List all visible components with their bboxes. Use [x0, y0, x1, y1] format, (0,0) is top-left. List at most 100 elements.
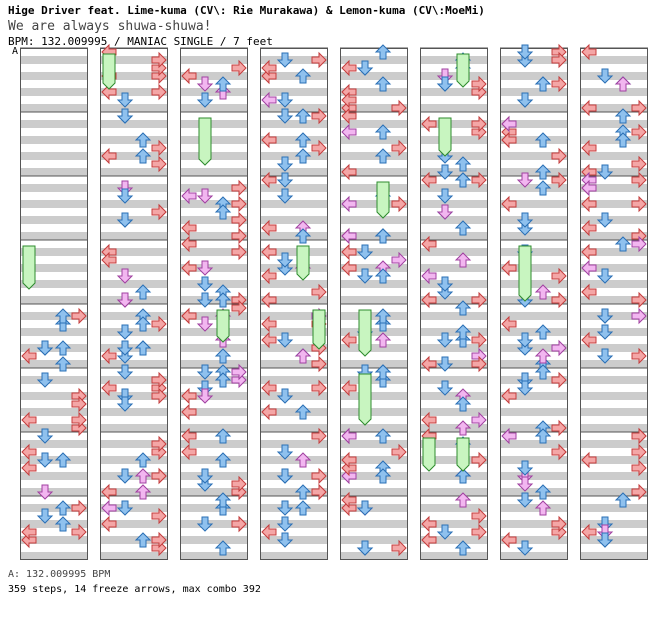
step-arrow-left: [341, 331, 357, 349]
step-arrow-right: [471, 331, 487, 349]
step-arrow-down: [276, 92, 294, 108]
column-border: [260, 48, 328, 560]
step-arrow-up: [374, 468, 392, 484]
step-arrow-down: [116, 468, 134, 484]
beat-band: [580, 216, 648, 224]
step-arrow-left: [341, 59, 357, 77]
beat-band: [340, 232, 408, 240]
beat-band: [260, 88, 328, 96]
step-arrow-down: [36, 428, 54, 444]
beat-band: [20, 296, 88, 304]
step-arrow-right: [631, 171, 647, 189]
step-arrow-right: [391, 139, 407, 157]
beat-band: [340, 440, 408, 448]
beat-band: [500, 120, 568, 128]
step-arrow-left: [341, 491, 357, 509]
beat-band: [20, 168, 88, 176]
beat-band: [420, 472, 488, 480]
step-arrow-up: [614, 108, 632, 124]
step-arrow-down: [516, 92, 534, 108]
step-arrow-right: [71, 307, 87, 325]
beat-band: [500, 456, 568, 464]
step-arrow-down: [436, 524, 454, 540]
step-arrow-right: [151, 467, 167, 485]
step-arrow-left: [101, 483, 117, 501]
step-arrow-right: [631, 443, 647, 461]
beat-band: [20, 520, 88, 528]
beat-band: [500, 472, 568, 480]
step-arrow-up: [454, 172, 472, 188]
beat-band: [100, 216, 168, 224]
step-arrow-up: [534, 428, 552, 444]
step-arrow-down: [36, 372, 54, 388]
step-arrow-left: [341, 259, 357, 277]
beat-band: [180, 264, 248, 272]
step-arrow-down: [276, 108, 294, 124]
freeze-arrow: [438, 117, 452, 157]
step-arrow-down: [196, 92, 214, 108]
beat-band: [180, 248, 248, 256]
beat-band: [340, 248, 408, 256]
beat-band: [420, 184, 488, 192]
step-arrow-left: [421, 355, 437, 373]
step-arrow-right: [471, 291, 487, 309]
beat-band: [180, 440, 248, 448]
step-arrow-up: [214, 76, 232, 92]
step-arrow-left: [261, 523, 277, 541]
beat-band: [420, 504, 488, 512]
beat-band: [500, 264, 568, 272]
beat-band: [580, 440, 648, 448]
beat-band: [340, 104, 408, 112]
beat-band: [180, 376, 248, 384]
beat-band: [420, 264, 488, 272]
step-arrow-down: [276, 532, 294, 548]
beat-band: [20, 216, 88, 224]
step-arrow-left: [181, 187, 197, 205]
beat-band: [100, 440, 168, 448]
step-arrow-down: [276, 332, 294, 348]
beat-band: [20, 392, 88, 400]
beat-band: [340, 392, 408, 400]
step-arrow-right: [231, 243, 247, 261]
beat-band: [20, 104, 88, 112]
beat-band: [580, 376, 648, 384]
beat-band: [20, 264, 88, 272]
beat-band: [580, 520, 648, 528]
step-arrow-down: [596, 68, 614, 84]
freeze-arrow: [312, 309, 326, 350]
beat-band: [340, 120, 408, 128]
beat-band: [260, 248, 328, 256]
beat-band: [420, 424, 488, 432]
step-arrow-up: [134, 316, 152, 332]
step-arrow-up: [374, 308, 392, 324]
step-arrow-down: [596, 348, 614, 364]
step-arrow-down: [116, 396, 134, 412]
step-arrow-left: [581, 283, 597, 301]
beat-band: [100, 72, 168, 80]
beat-band: [100, 472, 168, 480]
step-arrow-down: [596, 532, 614, 548]
freeze-arrow: [22, 245, 36, 290]
beat-band: [260, 72, 328, 80]
beat-band: [180, 344, 248, 352]
column-border: [580, 48, 648, 560]
step-arrow-right: [311, 355, 327, 373]
beat-band: [100, 536, 168, 544]
beat-band: [580, 168, 648, 176]
step-arrow-left: [421, 235, 437, 253]
step-arrow-right: [631, 459, 647, 477]
step-arrow-up: [374, 148, 392, 164]
step-arrow-down: [356, 540, 374, 556]
beat-band: [100, 488, 168, 496]
step-arrow-up: [134, 148, 152, 164]
step-arrow-up: [614, 492, 632, 508]
beat-band: [180, 472, 248, 480]
step-arrow-right: [311, 483, 327, 501]
step-arrow-left: [261, 171, 277, 189]
freeze-arrow: [376, 181, 390, 219]
step-arrow-left: [181, 387, 197, 405]
step-arrow-up: [534, 132, 552, 148]
step-arrow-left: [581, 99, 597, 117]
step-arrow-down: [196, 468, 214, 484]
beat-band: [100, 56, 168, 64]
